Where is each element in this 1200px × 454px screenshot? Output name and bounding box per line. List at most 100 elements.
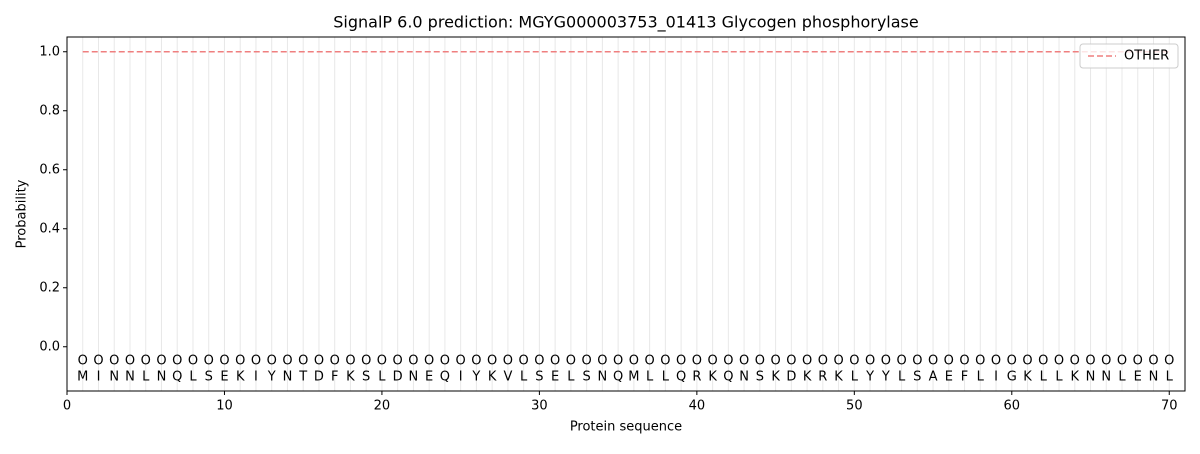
residue-label: F xyxy=(331,370,338,385)
residue-label: D xyxy=(393,370,403,385)
residue-label: T xyxy=(298,370,307,385)
region-label: O xyxy=(172,354,182,369)
region-label: O xyxy=(1148,354,1158,369)
region-label: O xyxy=(770,354,780,369)
region-label: O xyxy=(298,354,308,369)
residue-label: K xyxy=(708,370,717,385)
residue-label: E xyxy=(425,370,433,385)
residue-label: K xyxy=(1023,370,1032,385)
y-tick-label: 0.2 xyxy=(39,280,60,295)
residue-label: L xyxy=(1118,370,1126,385)
region-label: O xyxy=(991,354,1001,369)
region-label: O xyxy=(456,354,466,369)
residue-label: L xyxy=(142,370,150,385)
residue-label: N xyxy=(1149,370,1159,385)
residue-label: E xyxy=(220,370,228,385)
region-label: O xyxy=(833,354,843,369)
region-label: O xyxy=(314,354,324,369)
y-tick-label: 0.6 xyxy=(39,162,60,177)
residue-label: L xyxy=(851,370,859,385)
residue-label: N xyxy=(409,370,419,385)
residue-label: E xyxy=(551,370,559,385)
residue-label: K xyxy=(1071,370,1080,385)
region-label: O xyxy=(944,354,954,369)
residue-label: L xyxy=(189,370,197,385)
region-label: O xyxy=(739,354,749,369)
residue-label: L xyxy=(1040,370,1048,385)
residue-label: I xyxy=(994,370,998,385)
region-label: O xyxy=(629,354,639,369)
region-label: O xyxy=(1164,354,1174,369)
region-label: O xyxy=(849,354,859,369)
region-label: O xyxy=(1085,354,1095,369)
region-label: O xyxy=(408,354,418,369)
residue-label: S xyxy=(205,370,213,385)
region-label: O xyxy=(503,354,513,369)
y-tick-label: 0.0 xyxy=(39,339,60,354)
region-label: O xyxy=(424,354,434,369)
region-label: O xyxy=(645,354,655,369)
residue-label: Q xyxy=(440,370,450,385)
y-tick-label: 0.4 xyxy=(39,221,60,236)
region-label: O xyxy=(345,354,355,369)
region-label: O xyxy=(109,354,119,369)
region-label: O xyxy=(896,354,906,369)
residue-label: L xyxy=(898,370,906,385)
region-label: O xyxy=(928,354,938,369)
region-label: O xyxy=(93,354,103,369)
region-label: O xyxy=(487,354,497,369)
residue-label: Y xyxy=(881,370,890,385)
region-label: O xyxy=(755,354,765,369)
residue-label: E xyxy=(945,370,953,385)
residue-label: Q xyxy=(723,370,733,385)
residue-label: N xyxy=(598,370,608,385)
residue-label: I xyxy=(459,370,463,385)
residue-label: N xyxy=(739,370,749,385)
region-label: O xyxy=(1038,354,1048,369)
region-label: O xyxy=(786,354,796,369)
x-tick-label: 50 xyxy=(846,399,863,414)
y-tick-label: 1.0 xyxy=(39,44,60,59)
region-label: O xyxy=(550,354,560,369)
region-label: O xyxy=(519,354,529,369)
residue-label: N xyxy=(1101,370,1111,385)
residue-label: Q xyxy=(172,370,182,385)
chart-title: SignalP 6.0 prediction: MGYG000003753_01… xyxy=(333,13,918,33)
residue-label: M xyxy=(628,370,639,385)
region-label: O xyxy=(959,354,969,369)
residue-label: S xyxy=(756,370,764,385)
region-label: O xyxy=(251,354,261,369)
region-label: O xyxy=(1070,354,1080,369)
residue-label: S xyxy=(583,370,591,385)
region-label: O xyxy=(393,354,403,369)
residue-label: Q xyxy=(676,370,686,385)
residue-label: R xyxy=(692,370,701,385)
region-label: O xyxy=(1117,354,1127,369)
region-label: O xyxy=(1101,354,1111,369)
residue-label: V xyxy=(503,370,512,385)
region-label: O xyxy=(582,354,592,369)
region-label: O xyxy=(975,354,985,369)
region-label: O xyxy=(912,354,922,369)
x-tick-label: 30 xyxy=(531,399,548,414)
x-tick-label: 10 xyxy=(216,399,233,414)
residue-label: K xyxy=(771,370,780,385)
region-label: O xyxy=(660,354,670,369)
region-label: O xyxy=(219,354,229,369)
residue-label: K xyxy=(834,370,843,385)
residue-label: L xyxy=(1055,370,1063,385)
residue-label: L xyxy=(567,370,575,385)
residue-label: K xyxy=(488,370,497,385)
y-axis-label: Probability xyxy=(15,179,30,248)
residue-label: N xyxy=(283,370,293,385)
residue-label: K xyxy=(236,370,245,385)
region-label: O xyxy=(361,354,371,369)
residue-label: L xyxy=(520,370,528,385)
residue-label: R xyxy=(818,370,827,385)
region-label: O xyxy=(125,354,135,369)
y-tick-label: 0.8 xyxy=(39,103,60,118)
residue-label: N xyxy=(125,370,135,385)
residue-label: L xyxy=(646,370,654,385)
residue-label: S xyxy=(535,370,543,385)
